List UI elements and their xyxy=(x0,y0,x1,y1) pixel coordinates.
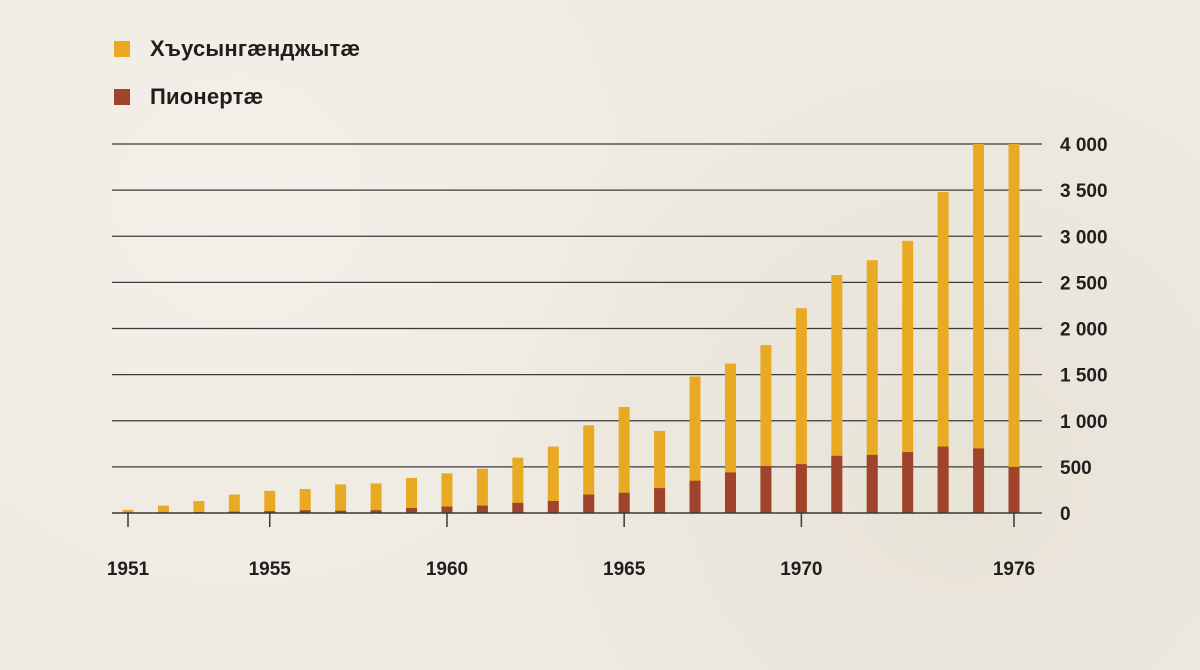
bar-listeners xyxy=(476,468,488,513)
x-tick-label: 1960 xyxy=(426,559,468,580)
legend-item-pioneers: Пионертæ xyxy=(114,82,360,112)
legend-label-pioneers: Пионертæ xyxy=(150,84,264,109)
bar-pioneers xyxy=(654,488,666,513)
x-tick-label: 1951 xyxy=(107,559,150,580)
bar-listeners xyxy=(335,484,347,513)
bar-pioneers xyxy=(795,464,807,513)
bar-listeners xyxy=(795,308,807,513)
bar-listeners xyxy=(157,505,169,513)
x-tick-label: 1955 xyxy=(249,559,292,580)
bar-pioneers xyxy=(335,510,347,513)
y-tick-label: 0 xyxy=(1060,504,1071,525)
bar-pioneers xyxy=(618,492,630,513)
bar-pioneers xyxy=(406,507,418,513)
bar-listeners xyxy=(937,191,949,513)
y-tick-label: 2 500 xyxy=(1060,273,1108,294)
chart-legend: Хъусынгæнджытæ Пионертæ xyxy=(114,34,360,130)
bar-pioneers xyxy=(299,510,311,513)
bar-listeners xyxy=(370,483,382,513)
x-tick-label: 1965 xyxy=(603,559,646,580)
bar-pioneers xyxy=(264,511,276,513)
bar-listeners xyxy=(547,446,559,513)
bar-listeners xyxy=(228,494,240,513)
bar-pioneers xyxy=(902,452,914,513)
bar-pioneers xyxy=(547,501,559,513)
y-tick-label: 3 000 xyxy=(1060,227,1108,248)
bar-listeners xyxy=(724,363,736,513)
bar-pioneers xyxy=(760,465,772,513)
bar-listeners xyxy=(760,345,772,513)
y-tick-label: 4 000 xyxy=(1060,135,1108,156)
bar-listeners xyxy=(122,509,134,513)
bar-listeners xyxy=(973,144,985,513)
legend-label-listeners: Хъусынгæнджытæ xyxy=(150,36,361,61)
bar-pioneers xyxy=(831,455,843,513)
bar-listeners xyxy=(583,425,595,513)
bar-listeners xyxy=(406,477,418,513)
bar-pioneers xyxy=(583,494,595,513)
bar-listeners xyxy=(264,490,276,513)
bar-listeners xyxy=(441,473,453,513)
x-tick-label: 1970 xyxy=(780,559,822,580)
legend-swatch-listeners xyxy=(114,41,130,57)
bar-pioneers xyxy=(689,480,701,513)
bar-listeners xyxy=(512,457,524,513)
bar-pioneers xyxy=(476,505,488,513)
bar-pioneers xyxy=(937,446,949,513)
bar-pioneers xyxy=(512,502,524,513)
bar-pioneers xyxy=(1008,466,1020,513)
y-tick-label: 1 500 xyxy=(1060,366,1108,387)
bar-listeners xyxy=(618,406,630,513)
y-tick-label: 3 500 xyxy=(1060,181,1108,202)
y-tick-label: 500 xyxy=(1060,458,1092,479)
bar-pioneers xyxy=(866,454,878,513)
bar-listeners xyxy=(831,274,843,513)
bar-listeners xyxy=(902,240,914,514)
bar-pioneers xyxy=(973,448,985,513)
bar-listeners xyxy=(299,489,311,513)
y-tick-label: 2 000 xyxy=(1060,320,1108,341)
bar-pioneers xyxy=(724,472,736,513)
bar-listeners xyxy=(654,430,666,513)
bar-pioneers xyxy=(370,510,382,513)
bar-listeners xyxy=(1008,144,1020,513)
legend-swatch-pioneers xyxy=(114,89,130,105)
bar-listeners xyxy=(689,376,701,513)
legend-item-listeners: Хъусынгæнджытæ xyxy=(114,34,360,64)
bar-listeners xyxy=(193,501,205,513)
bar-pioneers xyxy=(441,506,453,513)
y-tick-label: 1 000 xyxy=(1060,412,1108,433)
x-tick-label: 1976 xyxy=(993,559,1035,580)
bar-listeners xyxy=(866,260,878,513)
